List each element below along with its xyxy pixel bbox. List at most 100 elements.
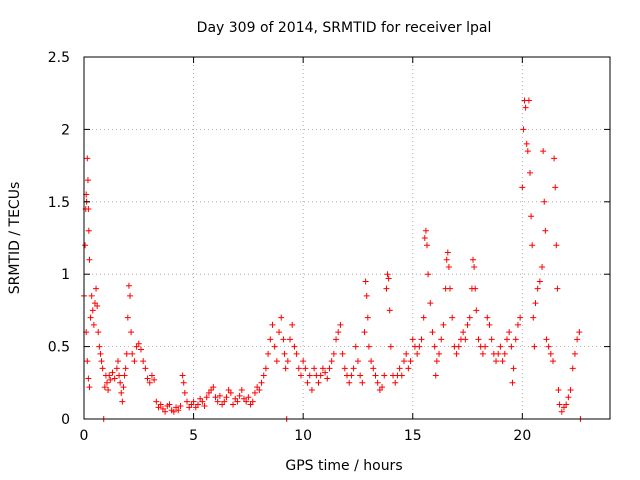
data-point (392, 379, 399, 386)
data-point (114, 358, 121, 365)
data-point (293, 350, 300, 357)
data-point (514, 321, 521, 328)
data-point (536, 278, 543, 285)
data-point (396, 365, 403, 372)
data-point (282, 365, 289, 372)
data-point (384, 271, 391, 278)
data-point (262, 365, 269, 372)
data-point (440, 321, 447, 328)
data-point (571, 350, 578, 357)
data-point (420, 314, 427, 321)
data-point (444, 249, 451, 256)
data-point (330, 350, 337, 357)
data-point (333, 336, 340, 343)
data-point (547, 350, 554, 357)
data-point (554, 285, 561, 292)
data-point (116, 372, 123, 379)
data-point (201, 402, 208, 409)
data-point (281, 350, 288, 357)
data-point (506, 329, 513, 336)
data-point (422, 227, 429, 234)
data-point (308, 387, 315, 394)
data-point (306, 372, 313, 379)
data-point (563, 401, 570, 408)
data-point (479, 350, 486, 357)
data-point (319, 365, 326, 372)
data-point (123, 350, 130, 357)
data-point (216, 392, 223, 399)
data-point (85, 206, 92, 213)
data-point (541, 198, 548, 205)
data-point (567, 387, 574, 394)
data-point (124, 314, 131, 321)
data-point (131, 358, 138, 365)
data-point (212, 394, 219, 401)
data-point (84, 358, 91, 365)
data-point (525, 97, 532, 104)
data-point (84, 177, 91, 184)
data-point (291, 343, 298, 350)
data-point (221, 398, 228, 405)
data-point (326, 365, 333, 372)
data-point (531, 343, 538, 350)
data-point (542, 227, 549, 234)
data-point (431, 343, 438, 350)
data-point (455, 343, 462, 350)
data-point (550, 358, 557, 365)
data-point (273, 358, 280, 365)
data-point (304, 379, 311, 386)
data-point (348, 372, 355, 379)
data-point (532, 300, 539, 307)
data-point (381, 372, 388, 379)
data-point (146, 379, 153, 386)
data-point (543, 336, 550, 343)
data-point (276, 329, 283, 336)
data-point (97, 350, 104, 357)
data-point (238, 387, 245, 394)
data-point (475, 336, 482, 343)
data-point (523, 140, 530, 147)
data-point (493, 358, 500, 365)
data-point (365, 343, 372, 350)
x-tick-label: 20 (513, 428, 531, 444)
data-point (271, 343, 278, 350)
data-point (425, 271, 432, 278)
data-point (315, 379, 322, 386)
data-point (449, 314, 456, 321)
data-point (95, 329, 102, 336)
data-point (362, 278, 369, 285)
data-point (398, 372, 405, 379)
data-point (466, 314, 473, 321)
data-point (386, 307, 393, 314)
data-point (372, 372, 379, 379)
data-point (107, 376, 114, 383)
data-point (203, 394, 210, 401)
data-point (249, 398, 256, 405)
data-point (194, 401, 201, 408)
data-point (269, 321, 276, 328)
data-point (354, 358, 361, 365)
data-point (101, 384, 108, 391)
data-point (436, 350, 443, 357)
data-point (524, 148, 531, 155)
data-point (234, 398, 241, 405)
data-point (300, 358, 307, 365)
data-point (129, 350, 136, 357)
data-point (445, 263, 452, 270)
data-point (287, 336, 294, 343)
data-point (230, 401, 237, 408)
data-point (565, 394, 572, 401)
data-point (258, 379, 265, 386)
data-point (418, 336, 425, 343)
data-point (555, 387, 562, 394)
data-point (135, 340, 142, 347)
data-point (357, 372, 364, 379)
x-tick-label: 15 (404, 428, 422, 444)
data-point (405, 365, 412, 372)
y-tick-label: 0.5 (48, 340, 70, 356)
y-axis-label: SRMTID / TECUs (7, 182, 23, 295)
data-point (284, 358, 291, 365)
data-point (574, 336, 581, 343)
data-point (120, 384, 127, 391)
data-point (328, 358, 335, 365)
